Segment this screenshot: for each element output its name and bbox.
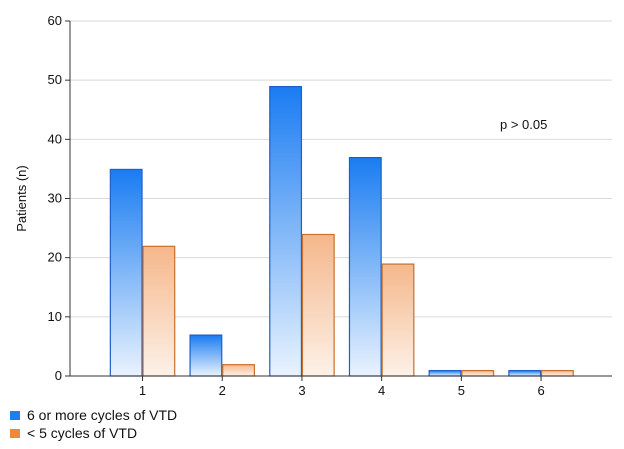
y-axis-label: Patients (n) [14,165,29,231]
bar-series-2-cat-5 [461,369,495,377]
bar-series-1-cat-2 [189,334,223,377]
y-tick-label: 20 [48,250,62,265]
legend-swatch-blue [10,410,20,420]
y-tick-label: 10 [48,309,62,324]
axes [65,20,612,381]
legend-label-series-2: < 5 cycles of VTD [27,425,138,441]
bar-series-2-cat-6 [540,369,574,377]
legend-swatch-orange [10,428,20,438]
bar-series-2-cat-4 [381,263,415,377]
bar-series-1-cat-4 [348,156,382,377]
bar-series-2-cat-2 [222,364,256,377]
y-tick-label: 50 [48,72,62,87]
bars [109,85,574,377]
legend-item-series-1: 6 or more cycles of VTD [10,406,177,424]
bar-series-1-cat-5 [428,369,462,377]
tick-labels: 0 10 20 30 40 50 60 1 2 3 4 5 6 [48,13,545,398]
legend-label-series-1: 6 or more cycles of VTD [27,407,178,423]
bar-series-2-cat-1 [142,245,176,377]
legend-item-series-2: < 5 cycles of VTD [10,424,177,442]
y-tick-label: 40 [48,131,62,146]
x-tick-label: 1 [139,383,146,398]
bar-series-2-cat-3 [301,233,335,377]
bar-series-1-cat-6 [508,369,542,377]
x-tick-label: 6 [537,383,544,398]
x-tick-label: 4 [378,383,385,398]
y-tick-label: 0 [55,368,62,383]
y-tick-label: 30 [48,191,62,206]
p-value-annotation: p > 0.05 [500,117,547,132]
x-tick-label: 2 [219,383,226,398]
x-tick-label: 3 [298,383,305,398]
bar-series-1-cat-3 [269,85,303,377]
bar-series-1-cat-1 [109,168,143,377]
legend: 6 or more cycles of VTD < 5 cycles of VT… [10,406,177,442]
y-tick-label: 60 [48,13,62,28]
x-tick-label: 5 [458,383,465,398]
